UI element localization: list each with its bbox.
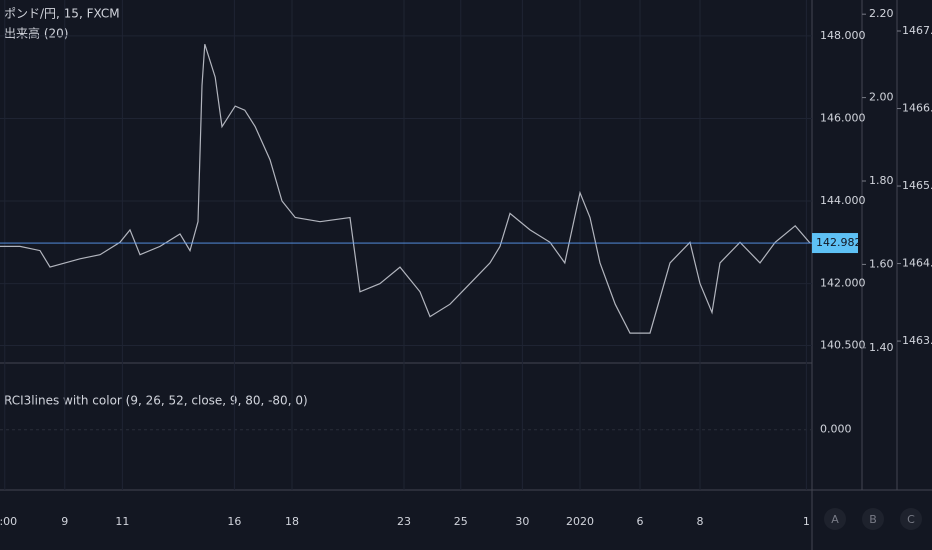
- y2-tick-label: 1.60: [869, 257, 894, 270]
- time-tick-label: 9: [61, 515, 68, 528]
- time-tick-label: 1: [803, 515, 810, 528]
- time-tick-label: 8: [697, 515, 704, 528]
- time-tick-label: 18: [285, 515, 299, 528]
- y3-tick-label: 1465.00: [902, 179, 932, 192]
- scale-button-label[interactable]: A: [831, 513, 839, 526]
- symbol-title: ポンド/円, 15, FXCM: [4, 7, 120, 21]
- price-tick-label: 142.000: [820, 277, 866, 290]
- scale-button[interactable]: [824, 508, 846, 530]
- price-tick-label: 146.000: [820, 111, 866, 124]
- volume-title: 出来高 (20): [4, 26, 68, 41]
- indicator-title: RCI3lines with color (9, 26, 52, close, …: [4, 394, 308, 408]
- scale-button[interactable]: [900, 508, 922, 530]
- time-tick-label: 16: [227, 515, 241, 528]
- indicator-tick-label: 0.000: [820, 423, 852, 436]
- price-tick-label: 148.000: [820, 29, 866, 42]
- y2-tick-label: 1.80: [869, 174, 894, 187]
- price-line: [0, 44, 811, 334]
- y2-tick-label: 2.00: [869, 91, 894, 104]
- time-tick-label: 25: [454, 515, 468, 528]
- axes: 148.000 146.000 144.000 142.000 140.500 2.20 2…: [0, 0, 932, 528]
- y2-tick-label: 1.40: [869, 341, 894, 354]
- time-tick-label: 2:00: [0, 515, 17, 528]
- y3-tick-label: 1464.00: [902, 257, 932, 270]
- time-tick-label: 11: [115, 515, 129, 528]
- current-price-label: 142.982: [816, 236, 862, 249]
- current-price-badge: [812, 233, 858, 254]
- time-tick-label: 30: [515, 515, 529, 528]
- price-tick-label: 144.000: [820, 194, 866, 207]
- y3-tick-label: 1463.00: [902, 334, 932, 347]
- y2-tick-label: 2.20: [869, 7, 894, 20]
- scale-button-label[interactable]: B: [869, 513, 877, 526]
- y3-tick-label: 1467.00: [902, 24, 932, 37]
- y3-tick-label: 1466.00: [902, 102, 932, 115]
- scale-button[interactable]: [862, 508, 884, 530]
- price-tick-label: 140.500: [820, 338, 866, 351]
- time-tick-label: 23: [397, 515, 411, 528]
- time-tick-label: 2020: [566, 515, 594, 528]
- scale-button-label[interactable]: C: [907, 513, 915, 526]
- time-tick-label: 6: [637, 515, 644, 528]
